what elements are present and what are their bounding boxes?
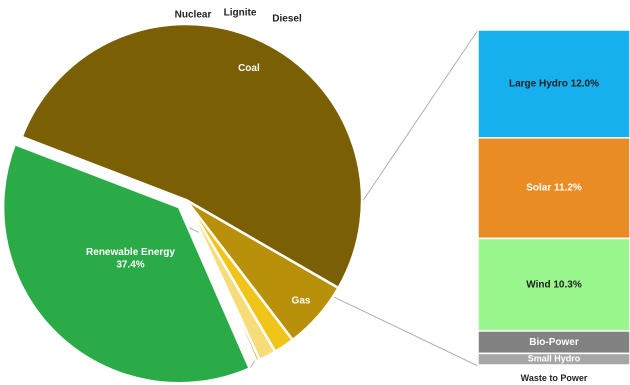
bar-label-waste-to-power: Waste to Power <box>521 373 588 383</box>
pie-label-nuclear: Nuclear <box>175 10 212 21</box>
bar-segment-large-hydro <box>477 29 630 139</box>
pie-label-lignite: Lignite <box>224 8 257 19</box>
bar-segment-solar <box>477 137 630 240</box>
stacked-bar <box>477 29 630 368</box>
bar-labels: Large Hydro 12.0% Solar 11.2% Wind 10.3% Bi… <box>509 79 599 383</box>
pie-label-value: 37.4% <box>116 259 144 270</box>
bar-label-small-hydro: Small Hydro <box>528 354 581 364</box>
bar-label-wind: Wind 10.3% <box>526 279 582 290</box>
pie-slice-renewable-energy <box>1 142 252 385</box>
bar-label-solar: Solar 11.2% <box>526 183 582 194</box>
pie-label-coal: Coal <box>238 63 260 74</box>
pie-label-diesel: Diesel <box>272 14 302 25</box>
bar-label-bio-power: Bio-Power <box>529 337 579 348</box>
pie <box>1 22 364 385</box>
pie-label-renewable-energy: Renewable Energy 37.4% <box>86 247 175 271</box>
pie-label-name: Renewable Energy <box>86 247 175 258</box>
pie-label-gas: Gas <box>292 296 311 307</box>
pie-slice-coal <box>20 22 364 290</box>
bar-label-large-hydro: Large Hydro 12.0% <box>509 79 599 90</box>
pie-slice-diesel <box>184 199 262 363</box>
pie-labels: Coal Gas Nuclear Lignite Diesel Renewable Ene… <box>86 8 311 307</box>
bar-segment-waste-to-power <box>477 364 630 368</box>
